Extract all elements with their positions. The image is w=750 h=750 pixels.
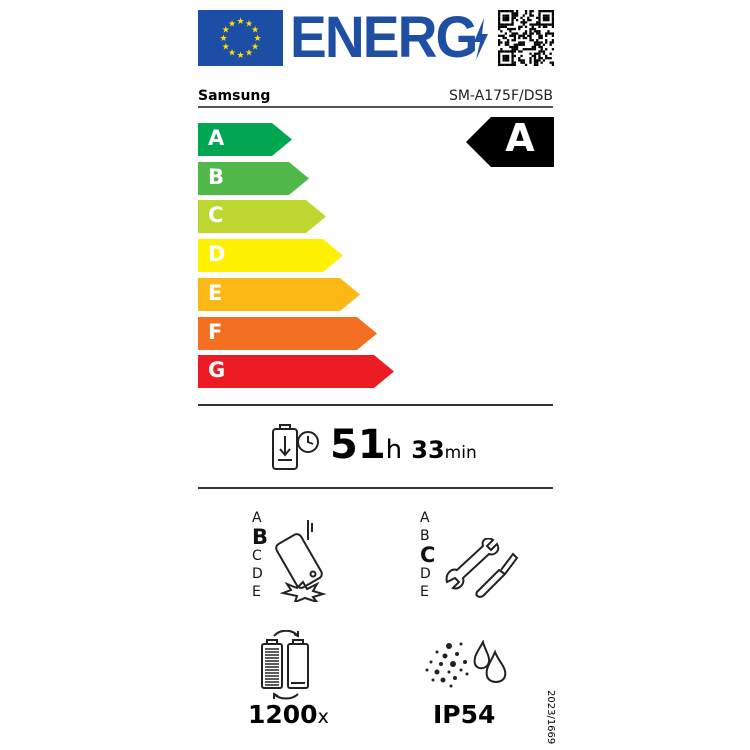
lightning-icon [474,18,488,60]
scale-letter-A: A [252,510,262,526]
ip-rating: IP54 [433,700,496,729]
scale-letter-D: D [420,566,431,582]
scale-letter-E: E [252,584,261,600]
star-icon: ★ [228,49,236,59]
cycles-value: 1200 [248,700,318,729]
minutes-value: 33 [411,436,445,464]
energy-logo-text: ENERG [290,5,478,70]
scale-letter-E: E [420,584,429,600]
star-icon: ★ [228,19,236,29]
eu-flag-icon: ★ ★★★★★★★★★★★ [198,10,283,66]
bar-arrow [198,239,343,273]
star-icon: ★ [236,51,244,61]
bar-letter: A [208,126,225,150]
battery-cycles-icon [261,630,309,700]
star-icon: ★ [219,34,227,44]
hours-value: 51 [330,422,386,468]
divider [198,487,553,489]
bar-arrow [198,200,326,234]
energy-class-letter: A [505,116,535,160]
energy-class-bar-D: D [198,239,343,273]
scale-letter-C: C [252,548,262,564]
star-icon: ★ [251,43,259,53]
star-icon: ★ [245,19,253,29]
divider [198,106,553,108]
bar-arrow [198,277,360,311]
repair-tools-icon [445,538,519,598]
charge-cycles: 1200x [248,700,329,729]
bar-letter: F [208,319,223,344]
battery-endurance-icon [272,424,319,470]
energy-class-arrow [466,117,554,167]
energy-class-bar-F: F [198,316,377,350]
bar-letter: G [208,358,226,383]
divider [198,404,553,406]
bar-arrow [198,355,394,389]
hours-unit: h [385,435,403,465]
energy-class-bar-A: A [198,123,292,156]
bar-arrow [198,316,377,350]
supplier-name: Samsung [198,88,271,104]
scale-letter-C: C [420,543,436,567]
bar-letter: E [208,280,223,305]
star-icon: ★ [253,34,261,44]
star-icon: ★ [245,49,253,59]
battery-endurance: 51h 33min [330,422,477,468]
dust-water-icon [425,640,507,688]
energy-class-bar-C: C [198,200,326,234]
scale-letter-A: A [420,510,430,526]
bar-letter: C [208,203,224,228]
model-identifier: SM-A175F/DSB [448,88,553,104]
star-icon: ★ [222,43,230,53]
scale-letter-B: B [420,528,430,544]
energy-class-bar-G: G [198,355,394,389]
bar-arrow [198,123,292,156]
energy-class-bar-B: B [198,161,309,195]
qr-code-icon[interactable] [498,10,554,66]
star-icon: ★ [222,26,230,36]
scale-letter-B: B [252,525,269,549]
scale-letter-D: D [252,566,263,582]
energy-class-bar-E: E [198,277,360,311]
minutes-unit: min [444,443,477,463]
regulation-number: 2023/1669 [545,690,556,745]
bar-letter: D [208,242,226,267]
bar-letter: B [208,164,225,189]
bar-arrow [198,161,309,195]
cycles-unit: x [317,706,329,728]
phone-drop-icon [275,520,327,602]
star-icon: ★ [251,26,259,36]
star-icon: ★ [236,17,244,27]
